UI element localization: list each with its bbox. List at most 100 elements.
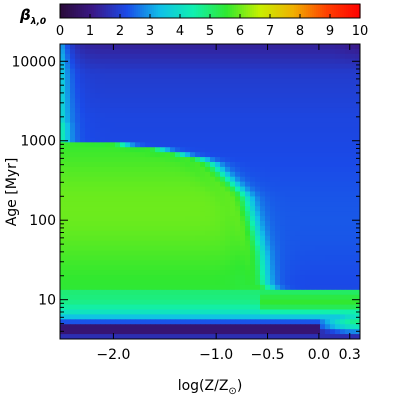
heatmap-cell [320, 294, 326, 301]
heatmap-cell [210, 103, 216, 109]
heatmap-cell [355, 53, 361, 60]
heatmap-cell [160, 73, 166, 79]
heatmap-cell [80, 196, 86, 202]
heatmap-cell [320, 324, 326, 330]
heatmap-cell [340, 235, 346, 242]
heatmap-cell [160, 230, 166, 237]
heatmap-cell [295, 122, 301, 129]
heatmap-cell [290, 284, 296, 291]
heatmap-cell [145, 162, 151, 168]
heatmap-cell [280, 299, 286, 306]
heatmap-cell [90, 329, 96, 335]
heatmap-cell [235, 166, 241, 173]
heatmap-cell [200, 275, 206, 281]
heatmap-cell [345, 73, 351, 79]
heatmap-cell [195, 211, 201, 217]
heatmap-cell [70, 280, 76, 286]
heatmap-cell [265, 284, 271, 291]
heatmap-cell [325, 117, 331, 124]
heatmap-cell [140, 255, 146, 261]
heatmap-cell [255, 88, 261, 94]
heatmap-cell [275, 211, 281, 217]
heatmap-cell [190, 48, 196, 55]
heatmap-cell [355, 122, 361, 129]
heatmap-cell [205, 176, 211, 183]
heatmap-cell [250, 235, 256, 242]
heatmap-cell [260, 191, 266, 197]
heatmap-cell [245, 107, 251, 114]
heatmap-cell [230, 250, 236, 256]
heatmap-cell [280, 98, 286, 104]
heatmap-cell [155, 44, 161, 50]
heatmap-cell [205, 147, 211, 153]
heatmap-cell [280, 221, 286, 227]
heatmap-cell [265, 166, 271, 173]
heatmap-cell [260, 324, 266, 330]
heatmap-cell [200, 98, 206, 104]
heatmap-cell [105, 88, 111, 94]
heatmap-cell [240, 73, 246, 79]
heatmap-cell [200, 137, 206, 143]
heatmap-cell [300, 314, 306, 320]
heatmap-cell [325, 299, 331, 306]
heatmap-cell [240, 132, 246, 138]
heatmap-cell [275, 289, 281, 296]
heatmap-cell [305, 280, 311, 286]
heatmap-cell [75, 166, 81, 173]
heatmap-cell [345, 63, 351, 70]
colorbar-segment [266, 4, 269, 18]
heatmap-cell [330, 63, 336, 70]
heatmap-cell [355, 329, 361, 335]
heatmap-cell [185, 93, 191, 99]
heatmap-cell [155, 117, 161, 124]
heatmap-cell [250, 112, 256, 119]
heatmap-cell [110, 171, 116, 178]
heatmap-cell [315, 147, 321, 153]
heatmap-cell [255, 103, 261, 109]
heatmap-cell [335, 112, 341, 119]
heatmap-cell [230, 270, 236, 276]
heatmap-cell [325, 63, 331, 70]
heatmap-cell [140, 284, 146, 291]
heatmap-cell [165, 201, 171, 207]
heatmap-cell [130, 221, 136, 227]
heatmap-cell [335, 270, 341, 276]
heatmap-cell [330, 240, 336, 247]
colorbar-segment [106, 4, 109, 18]
heatmap-cell [310, 53, 316, 60]
heatmap-cell [135, 88, 141, 94]
heatmap-cell [210, 53, 216, 60]
heatmap-cell [75, 230, 81, 237]
colorbar-segment [340, 4, 343, 18]
heatmap-cell [325, 142, 331, 148]
heatmap-cell [115, 93, 121, 99]
heatmap-cell [250, 309, 256, 315]
heatmap-cell [340, 93, 346, 99]
heatmap-cell [190, 270, 196, 276]
heatmap-cell [60, 117, 66, 124]
heatmap-cell [95, 107, 101, 114]
x-axis-ticks: −2.0 −1.0 −0.5 0.0 0.3 [96, 44, 361, 363]
heatmap-cell [125, 186, 131, 192]
heatmap-cell [325, 319, 331, 325]
heatmap-cell [245, 245, 251, 251]
heatmap-cell [60, 196, 66, 202]
heatmap-cell [210, 152, 216, 158]
heatmap-cell [290, 107, 296, 114]
heatmap-cell [290, 78, 296, 84]
heatmap-cell [95, 289, 101, 296]
heatmap-cell [350, 260, 356, 266]
heatmap-cell [320, 304, 326, 310]
heatmap-cell [245, 260, 251, 266]
heatmap-cell [275, 181, 281, 188]
heatmap-cell [310, 171, 316, 178]
heatmap-cell [105, 329, 111, 335]
heatmap-cell [300, 211, 306, 217]
heatmap-cell [260, 137, 266, 143]
heatmap-cell [200, 284, 206, 291]
heatmap-cell [335, 294, 341, 301]
heatmap-cell [120, 98, 126, 104]
heatmap-cell [315, 58, 321, 65]
heatmap-cell [225, 280, 231, 286]
heatmap-cell [75, 142, 81, 148]
